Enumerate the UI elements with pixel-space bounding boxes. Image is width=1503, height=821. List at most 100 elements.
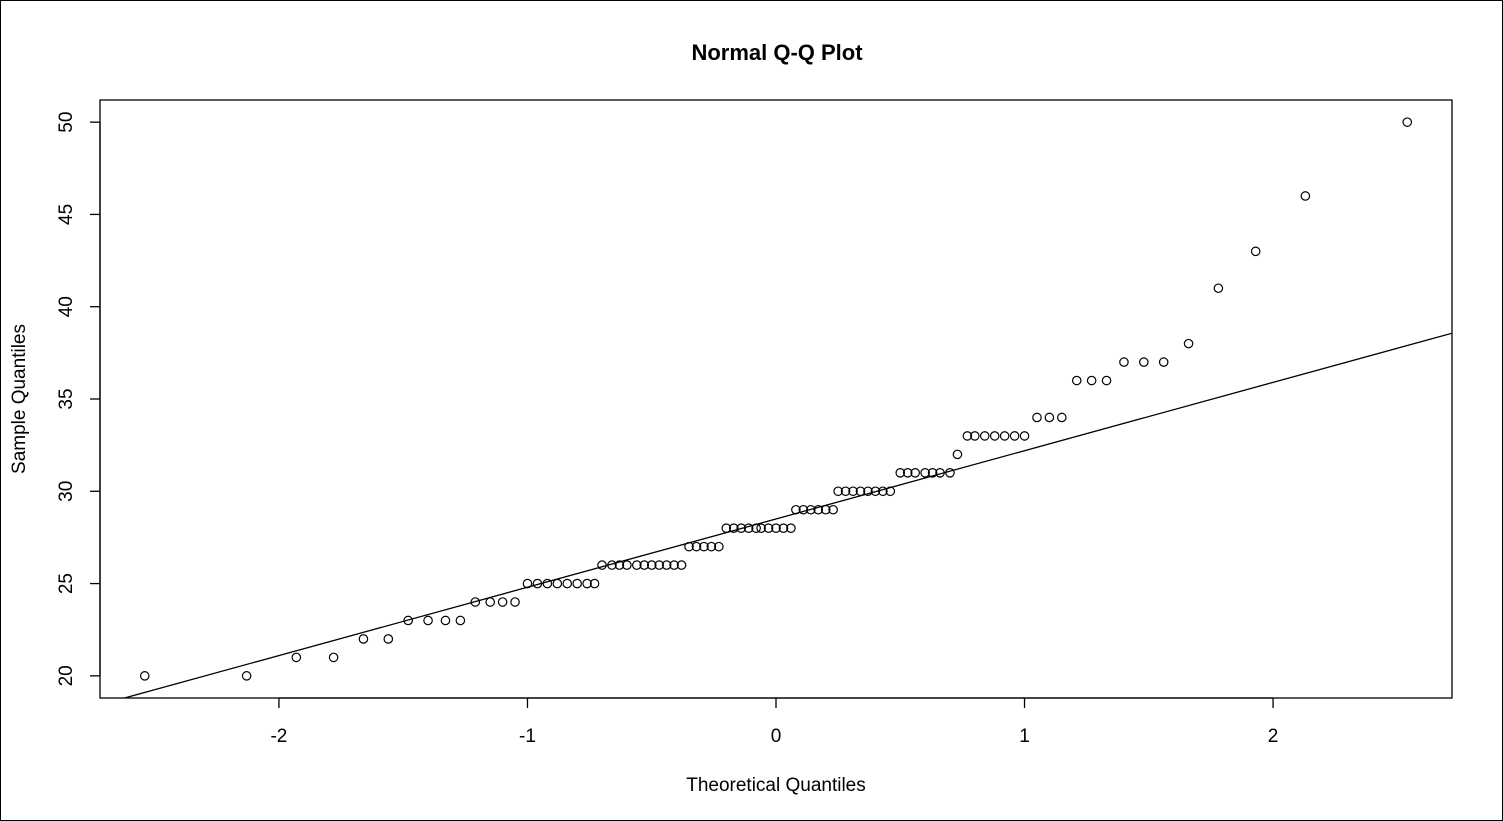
y-tick-label: 50 — [56, 112, 77, 133]
data-point — [736, 523, 747, 533]
data-points — [139, 117, 1413, 681]
data-point — [1019, 431, 1030, 441]
data-point — [979, 431, 990, 441]
reference-line-layer — [121, 332, 1452, 698]
data-point — [639, 560, 650, 570]
data-point — [522, 578, 533, 589]
data-point — [952, 449, 963, 460]
x-tick-label: -1 — [519, 726, 536, 747]
data-point — [840, 486, 851, 497]
data-point — [552, 578, 563, 589]
data-point — [1071, 375, 1082, 386]
data-point — [999, 431, 1010, 441]
y-tick-label: 20 — [56, 665, 77, 686]
data-point — [139, 671, 150, 681]
y-axis-label: Sample Quantiles — [9, 324, 30, 474]
data-point — [1183, 338, 1194, 349]
data-point — [589, 578, 600, 589]
data-point — [910, 468, 920, 478]
data-point — [241, 671, 252, 681]
data-point — [646, 560, 657, 570]
data-point — [935, 468, 945, 478]
data-point — [1402, 117, 1413, 127]
x-tick-label: -2 — [270, 726, 287, 747]
data-point — [728, 523, 739, 533]
data-point — [607, 560, 617, 570]
data-point — [828, 504, 838, 515]
data-point — [791, 504, 801, 515]
data-point — [756, 523, 766, 533]
data-point — [383, 634, 394, 644]
data-point — [743, 523, 754, 533]
data-point — [706, 541, 717, 552]
data-point — [805, 504, 816, 515]
data-point — [1158, 357, 1169, 367]
data-point — [403, 615, 413, 626]
y-tick-label: 30 — [56, 481, 77, 502]
data-point — [721, 523, 732, 533]
data-point — [878, 486, 888, 497]
x-axis-label: Theoretical Quantiles — [686, 775, 866, 796]
data-point — [1250, 246, 1261, 257]
x-tick-label: 0 — [771, 726, 782, 747]
data-point — [654, 560, 664, 570]
data-point — [328, 652, 339, 663]
data-point — [1101, 375, 1112, 386]
data-point — [895, 468, 906, 478]
y-tick-label: 35 — [56, 388, 77, 409]
y-tick-label: 45 — [56, 204, 77, 225]
data-point — [1300, 191, 1311, 201]
data-point — [532, 578, 543, 589]
data-point — [798, 504, 809, 515]
qq-reference-line — [121, 332, 1452, 698]
chart-title: Normal Q-Q Plot — [691, 40, 863, 65]
data-point — [813, 504, 824, 515]
data-point — [632, 560, 642, 570]
data-point — [1057, 412, 1067, 423]
data-point — [676, 560, 687, 570]
data-point — [1086, 375, 1097, 386]
data-point — [1009, 431, 1020, 441]
data-point — [778, 523, 789, 533]
x-tick-label: 1 — [1019, 726, 1030, 747]
data-point — [614, 560, 625, 570]
data-point — [572, 578, 582, 589]
data-point — [1032, 412, 1042, 423]
data-point — [358, 634, 369, 644]
data-point — [1139, 357, 1149, 367]
data-point — [470, 597, 481, 607]
data-point — [423, 615, 433, 626]
data-point — [820, 504, 831, 515]
data-point — [786, 523, 796, 533]
x-axis: -2 -1 0 1 2 — [270, 697, 1278, 747]
data-point — [1213, 283, 1224, 294]
data-point — [751, 523, 761, 533]
data-point — [962, 431, 973, 441]
data-point — [863, 486, 873, 497]
data-point — [927, 468, 938, 478]
data-point — [291, 652, 302, 663]
data-point — [833, 486, 843, 497]
data-point — [455, 615, 466, 626]
data-point — [771, 523, 781, 533]
data-point — [885, 486, 896, 497]
data-point — [440, 615, 451, 626]
data-point — [902, 468, 913, 478]
data-point — [870, 486, 881, 497]
data-point — [945, 468, 955, 478]
data-point — [622, 560, 632, 570]
data-point — [485, 597, 495, 607]
y-axis: 20 25 30 35 40 45 50 — [56, 112, 101, 686]
data-point — [582, 578, 592, 589]
plot-frame — [99, 99, 1453, 699]
data-point — [661, 560, 672, 570]
data-point — [763, 523, 774, 533]
data-point — [920, 468, 930, 478]
data-point — [699, 541, 709, 552]
data-point — [684, 541, 694, 552]
data-point — [542, 578, 553, 589]
data-point — [970, 431, 980, 441]
y-tick-label: 25 — [56, 573, 77, 594]
data-point — [562, 578, 573, 589]
